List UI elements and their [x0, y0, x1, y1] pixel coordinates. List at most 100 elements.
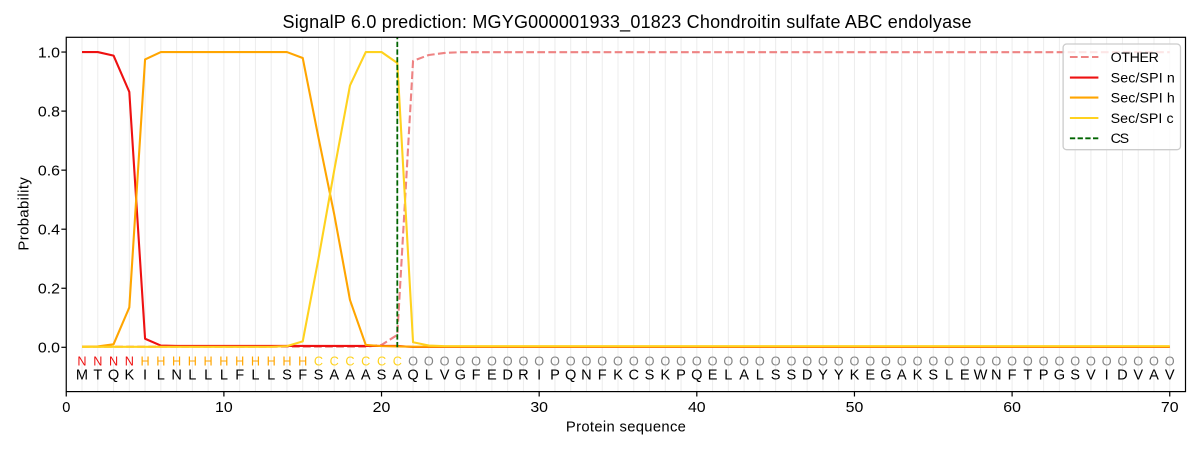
svg-text:T: T	[1023, 367, 1032, 383]
svg-text:S: S	[1070, 367, 1080, 383]
svg-text:Q: Q	[407, 367, 418, 383]
svg-text:30: 30	[530, 400, 548, 416]
svg-text:O: O	[582, 355, 592, 369]
svg-text:O: O	[660, 355, 670, 369]
svg-text:I: I	[537, 367, 541, 383]
svg-text:O: O	[944, 355, 954, 369]
svg-text:R: R	[518, 367, 529, 383]
svg-text:O: O	[1165, 355, 1175, 369]
svg-text:0.2: 0.2	[38, 281, 60, 297]
svg-text:O: O	[850, 355, 860, 369]
svg-text:O: O	[503, 355, 513, 369]
svg-text:H: H	[188, 355, 197, 369]
svg-text:O: O	[802, 355, 812, 369]
svg-text:K: K	[850, 367, 860, 383]
svg-text:S: S	[787, 367, 797, 383]
svg-text:S: S	[282, 367, 292, 383]
svg-text:G: G	[880, 367, 891, 383]
svg-text:S: S	[314, 367, 324, 383]
svg-text:G: G	[455, 367, 466, 383]
svg-text:K: K	[913, 367, 923, 383]
svg-text:Q: Q	[108, 367, 119, 383]
svg-text:V: V	[1165, 367, 1175, 383]
svg-text:10: 10	[215, 400, 233, 416]
svg-text:M: M	[76, 367, 88, 383]
svg-text:O: O	[534, 355, 544, 369]
svg-text:L: L	[724, 367, 732, 383]
svg-text:W: W	[974, 367, 988, 383]
svg-text:O: O	[1007, 355, 1017, 369]
svg-text:C: C	[393, 355, 402, 369]
svg-text:O: O	[739, 355, 749, 369]
svg-text:H: H	[219, 355, 228, 369]
svg-text:Q: Q	[691, 367, 702, 383]
svg-text:O: O	[408, 355, 418, 369]
svg-text:Probability: Probability	[16, 177, 32, 251]
svg-text:Protein sequence: Protein sequence	[566, 420, 686, 436]
svg-text:O: O	[976, 355, 986, 369]
svg-text:O: O	[518, 355, 528, 369]
svg-text:T: T	[93, 367, 102, 383]
svg-text:O: O	[629, 355, 639, 369]
svg-text:H: H	[204, 355, 213, 369]
svg-text:L: L	[756, 367, 764, 383]
svg-text:L: L	[425, 367, 433, 383]
svg-text:1.0: 1.0	[38, 45, 60, 61]
svg-text:O: O	[1054, 355, 1064, 369]
svg-text:O: O	[676, 355, 686, 369]
svg-text:H: H	[172, 355, 181, 369]
svg-text:H: H	[235, 355, 244, 369]
svg-text:C: C	[628, 367, 639, 383]
svg-text:O: O	[597, 355, 607, 369]
svg-text:S: S	[377, 367, 387, 383]
svg-text:Y: Y	[834, 367, 844, 383]
svg-text:A: A	[345, 367, 355, 383]
svg-text:F: F	[298, 367, 307, 383]
svg-text:A: A	[361, 367, 371, 383]
svg-text:O: O	[723, 355, 733, 369]
svg-text:C: C	[314, 355, 323, 369]
svg-text:Sec/SPI n: Sec/SPI n	[1111, 71, 1175, 87]
svg-text:D: D	[802, 367, 813, 383]
svg-text:O: O	[692, 355, 702, 369]
svg-text:O: O	[566, 355, 576, 369]
svg-text:O: O	[613, 355, 623, 369]
svg-text:K: K	[124, 367, 134, 383]
svg-text:E: E	[708, 367, 718, 383]
svg-text:N: N	[581, 367, 592, 383]
svg-text:0.0: 0.0	[38, 341, 60, 357]
svg-text:O: O	[1133, 355, 1143, 369]
svg-text:A: A	[897, 367, 907, 383]
svg-text:C: C	[361, 355, 370, 369]
svg-text:O: O	[1070, 355, 1080, 369]
svg-text:H: H	[251, 355, 260, 369]
svg-text:S: S	[928, 367, 938, 383]
svg-text:CS: CS	[1111, 131, 1130, 147]
svg-text:G: G	[1054, 367, 1065, 383]
svg-text:O: O	[1102, 355, 1112, 369]
svg-text:L: L	[251, 367, 259, 383]
svg-text:0.6: 0.6	[38, 163, 60, 179]
svg-text:S: S	[645, 367, 655, 383]
svg-text:V: V	[440, 367, 450, 383]
svg-text:N: N	[125, 355, 134, 369]
svg-text:O: O	[834, 355, 844, 369]
svg-text:O: O	[960, 355, 970, 369]
svg-text:A: A	[1149, 367, 1159, 383]
svg-text:I: I	[1105, 367, 1109, 383]
svg-text:O: O	[865, 355, 875, 369]
svg-text:L: L	[157, 367, 165, 383]
svg-text:70: 70	[1161, 400, 1179, 416]
svg-text:O: O	[487, 355, 497, 369]
svg-text:E: E	[865, 367, 875, 383]
svg-text:60: 60	[1003, 400, 1021, 416]
svg-text:O: O	[928, 355, 938, 369]
svg-text:A: A	[329, 367, 339, 383]
svg-text:Sec/SPI c: Sec/SPI c	[1111, 111, 1174, 127]
svg-text:C: C	[345, 355, 354, 369]
svg-text:O: O	[1118, 355, 1128, 369]
svg-text:A: A	[392, 367, 402, 383]
svg-text:O: O	[1023, 355, 1033, 369]
svg-text:O: O	[913, 355, 923, 369]
svg-text:Q: Q	[565, 367, 576, 383]
